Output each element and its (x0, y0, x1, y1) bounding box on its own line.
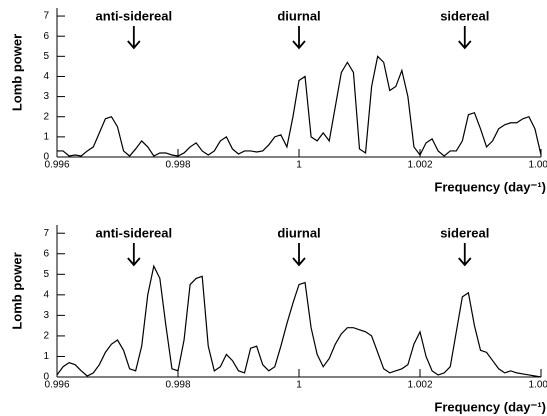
arrow (292, 243, 306, 267)
data-line (57, 55, 542, 157)
x-tick-label: 1.002 (407, 160, 432, 171)
x-axis-title: Frequency (day⁻¹) (434, 179, 546, 194)
arrow (458, 26, 472, 50)
x-tick-label: 0.996 (44, 380, 69, 391)
x-tick-label: 1.004 (528, 380, 547, 391)
x-tick-label: 0.998 (165, 380, 190, 391)
x-axis-title: Frequency (day⁻¹) (434, 399, 546, 414)
arrow (127, 26, 141, 50)
y-tick-label: 3 (43, 91, 49, 102)
y-tick-label: 3 (43, 310, 49, 321)
y-tick-label: 6 (43, 248, 49, 259)
x-tick-label: 1.004 (528, 160, 547, 171)
y-tick-label: 2 (43, 111, 49, 122)
arrow (292, 26, 306, 50)
arrow (458, 243, 472, 267)
annotation: anti-sidereal (96, 8, 173, 23)
y-tick-label: 7 (43, 228, 49, 239)
x-tick-label: 1.002 (407, 380, 432, 391)
y-axis-title: Lomb power (9, 34, 24, 111)
x-tick-label: 0.996 (44, 160, 69, 171)
y-tick-label: 7 (43, 11, 49, 22)
y-tick-label: 1 (43, 351, 49, 362)
y-axis-title: Lomb power (9, 252, 24, 329)
y-tick-label: 6 (43, 31, 49, 42)
arrow (127, 243, 141, 267)
annotation: diurnal (277, 8, 320, 23)
y-tick-label: 0 (43, 372, 49, 383)
annotation: diurnal (277, 225, 320, 240)
y-tick-label: 5 (43, 51, 49, 62)
y-tick-label: 4 (43, 289, 49, 300)
y-tick-label: 0 (43, 152, 49, 163)
x-tick-label: 1 (296, 380, 302, 391)
y-tick-label: 5 (43, 269, 49, 280)
y-tick-label: 4 (43, 71, 49, 82)
annotation: sidereal (440, 8, 489, 23)
x-tick-label: 0.998 (165, 160, 190, 171)
annotation: sidereal (440, 225, 489, 240)
data-line (56, 264, 542, 378)
annotation: anti-sidereal (96, 225, 173, 240)
x-tick-label: 1 (296, 160, 302, 171)
y-tick-label: 1 (43, 132, 49, 143)
y-tick-label: 2 (43, 331, 49, 342)
